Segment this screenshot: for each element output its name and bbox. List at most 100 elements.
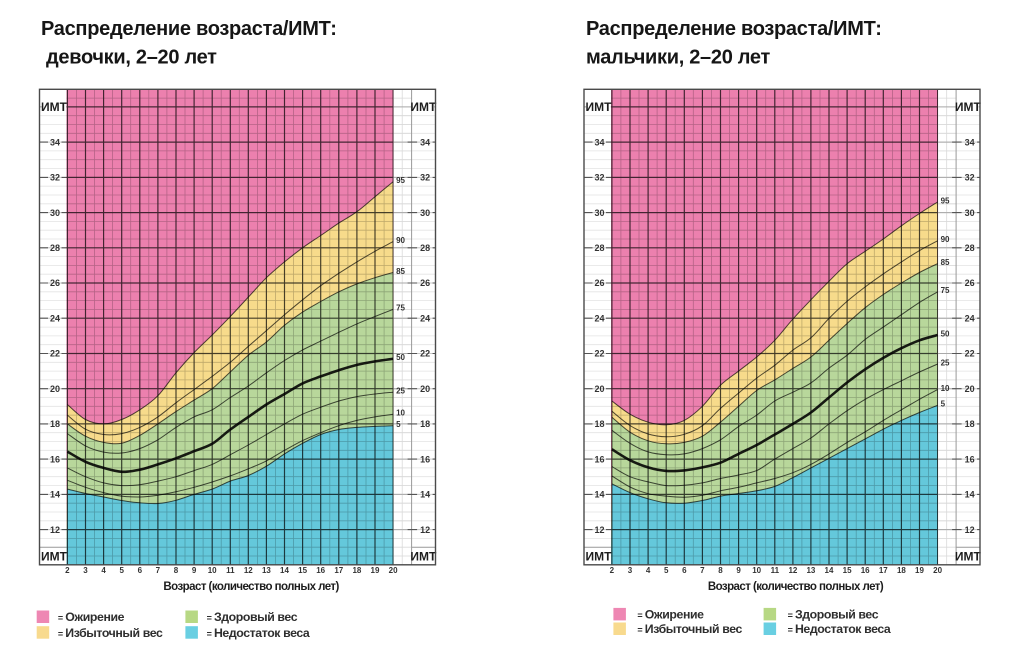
svg-text:ИМТ: ИМТ xyxy=(586,100,613,114)
svg-text:14: 14 xyxy=(280,566,289,575)
svg-text:14: 14 xyxy=(50,490,60,500)
svg-text:ИМТ: ИМТ xyxy=(41,100,68,114)
svg-text:17: 17 xyxy=(334,566,343,575)
svg-text:16: 16 xyxy=(861,566,870,575)
svg-text:10: 10 xyxy=(396,409,405,418)
svg-text:15: 15 xyxy=(298,566,307,575)
svg-text:5: 5 xyxy=(396,420,401,429)
svg-text:22: 22 xyxy=(50,349,60,359)
svg-text:=Здоровый вес: = Здоровый вес xyxy=(788,608,879,622)
svg-text:10: 10 xyxy=(752,566,761,575)
svg-text:4: 4 xyxy=(101,566,106,575)
svg-text:12: 12 xyxy=(420,525,430,535)
svg-text:22: 22 xyxy=(965,349,975,359)
svg-text:30: 30 xyxy=(420,208,430,218)
svg-text:32: 32 xyxy=(50,173,60,183)
svg-text:75: 75 xyxy=(941,286,950,295)
svg-text:14: 14 xyxy=(965,490,975,500)
svg-text:32: 32 xyxy=(420,173,430,183)
svg-text:3: 3 xyxy=(628,566,633,575)
svg-text:90: 90 xyxy=(396,236,405,245)
svg-text:5: 5 xyxy=(664,566,669,575)
svg-text:20: 20 xyxy=(420,384,430,394)
svg-text:6: 6 xyxy=(682,566,687,575)
svg-text:=Недостаток веса: = Недостаток веса xyxy=(207,626,310,640)
svg-text:30: 30 xyxy=(965,208,975,218)
svg-text:ИМТ: ИМТ xyxy=(955,100,982,114)
svg-text:95: 95 xyxy=(396,176,405,185)
svg-text:28: 28 xyxy=(594,243,604,253)
svg-text:16: 16 xyxy=(420,454,430,464)
svg-text:26: 26 xyxy=(50,278,60,288)
svg-text:7: 7 xyxy=(700,566,705,575)
svg-text:24: 24 xyxy=(420,313,430,323)
svg-text:=Ожирение: = Ожирение xyxy=(58,610,125,624)
svg-text:32: 32 xyxy=(594,173,604,183)
svg-text:18: 18 xyxy=(352,566,361,575)
svg-text:Возраст (количество полных лет: Возраст (количество полных лет) xyxy=(708,581,884,593)
svg-text:6: 6 xyxy=(138,566,143,575)
svg-text:=Избыточный вес: = Избыточный вес xyxy=(637,622,742,636)
svg-text:20: 20 xyxy=(389,566,398,575)
svg-text:=Недостаток веса: = Недостаток веса xyxy=(788,622,891,636)
svg-text:34: 34 xyxy=(965,137,975,147)
svg-text:Распределение возраста/ИМТ:: Распределение возраста/ИМТ: xyxy=(586,18,882,40)
svg-text:30: 30 xyxy=(594,208,604,218)
svg-text:34: 34 xyxy=(420,137,430,147)
svg-text:14: 14 xyxy=(420,490,430,500)
svg-text:18: 18 xyxy=(50,419,60,429)
svg-text:11: 11 xyxy=(226,566,235,575)
svg-text:12: 12 xyxy=(594,525,604,535)
svg-text:24: 24 xyxy=(594,313,604,323)
svg-text:ИМТ: ИМТ xyxy=(410,100,437,114)
svg-text:20: 20 xyxy=(965,384,975,394)
svg-text:18: 18 xyxy=(420,419,430,429)
svg-text:16: 16 xyxy=(965,454,975,464)
svg-text:12: 12 xyxy=(244,566,253,575)
svg-text:10: 10 xyxy=(941,384,950,393)
svg-text:2: 2 xyxy=(65,566,70,575)
svg-text:26: 26 xyxy=(594,278,604,288)
svg-text:13: 13 xyxy=(806,566,815,575)
svg-text:8: 8 xyxy=(718,566,723,575)
svg-text:50: 50 xyxy=(396,353,405,362)
svg-text:13: 13 xyxy=(262,566,271,575)
svg-text:25: 25 xyxy=(396,387,405,396)
svg-text:Распределение возраста/ИМТ:: Распределение возраста/ИМТ: xyxy=(41,18,337,40)
svg-text:11: 11 xyxy=(771,566,780,575)
svg-text:8: 8 xyxy=(174,566,179,575)
svg-text:5: 5 xyxy=(119,566,124,575)
svg-text:2: 2 xyxy=(610,566,615,575)
svg-text:ИМТ: ИМТ xyxy=(586,550,613,564)
svg-text:20: 20 xyxy=(50,384,60,394)
svg-text:3: 3 xyxy=(83,566,88,575)
svg-text:Возраст (количество полных лет: Возраст (количество полных лет) xyxy=(163,581,339,593)
svg-text:14: 14 xyxy=(825,566,834,575)
svg-text:26: 26 xyxy=(420,278,430,288)
svg-text:10: 10 xyxy=(208,566,217,575)
svg-text:26: 26 xyxy=(965,278,975,288)
svg-text:18: 18 xyxy=(965,419,975,429)
svg-text:30: 30 xyxy=(50,208,60,218)
svg-text:28: 28 xyxy=(50,243,60,253)
svg-text:75: 75 xyxy=(396,304,405,313)
svg-text:19: 19 xyxy=(915,566,924,575)
svg-text:22: 22 xyxy=(594,349,604,359)
svg-text:34: 34 xyxy=(594,137,604,147)
svg-text:12: 12 xyxy=(788,566,797,575)
svg-text:12: 12 xyxy=(50,525,60,535)
svg-text:ИМТ: ИМТ xyxy=(955,550,982,564)
svg-text:25: 25 xyxy=(941,358,950,367)
svg-text:9: 9 xyxy=(192,566,197,575)
svg-text:18: 18 xyxy=(897,566,906,575)
svg-text:16: 16 xyxy=(316,566,325,575)
svg-text:ИМТ: ИМТ xyxy=(410,550,437,564)
svg-text:85: 85 xyxy=(941,258,950,267)
svg-text:7: 7 xyxy=(156,566,161,575)
svg-text:90: 90 xyxy=(941,235,950,244)
svg-text:9: 9 xyxy=(736,566,741,575)
svg-text:12: 12 xyxy=(965,525,975,535)
svg-text:4: 4 xyxy=(646,566,651,575)
svg-text:24: 24 xyxy=(50,313,60,323)
svg-text:ИМТ: ИМТ xyxy=(41,550,68,564)
